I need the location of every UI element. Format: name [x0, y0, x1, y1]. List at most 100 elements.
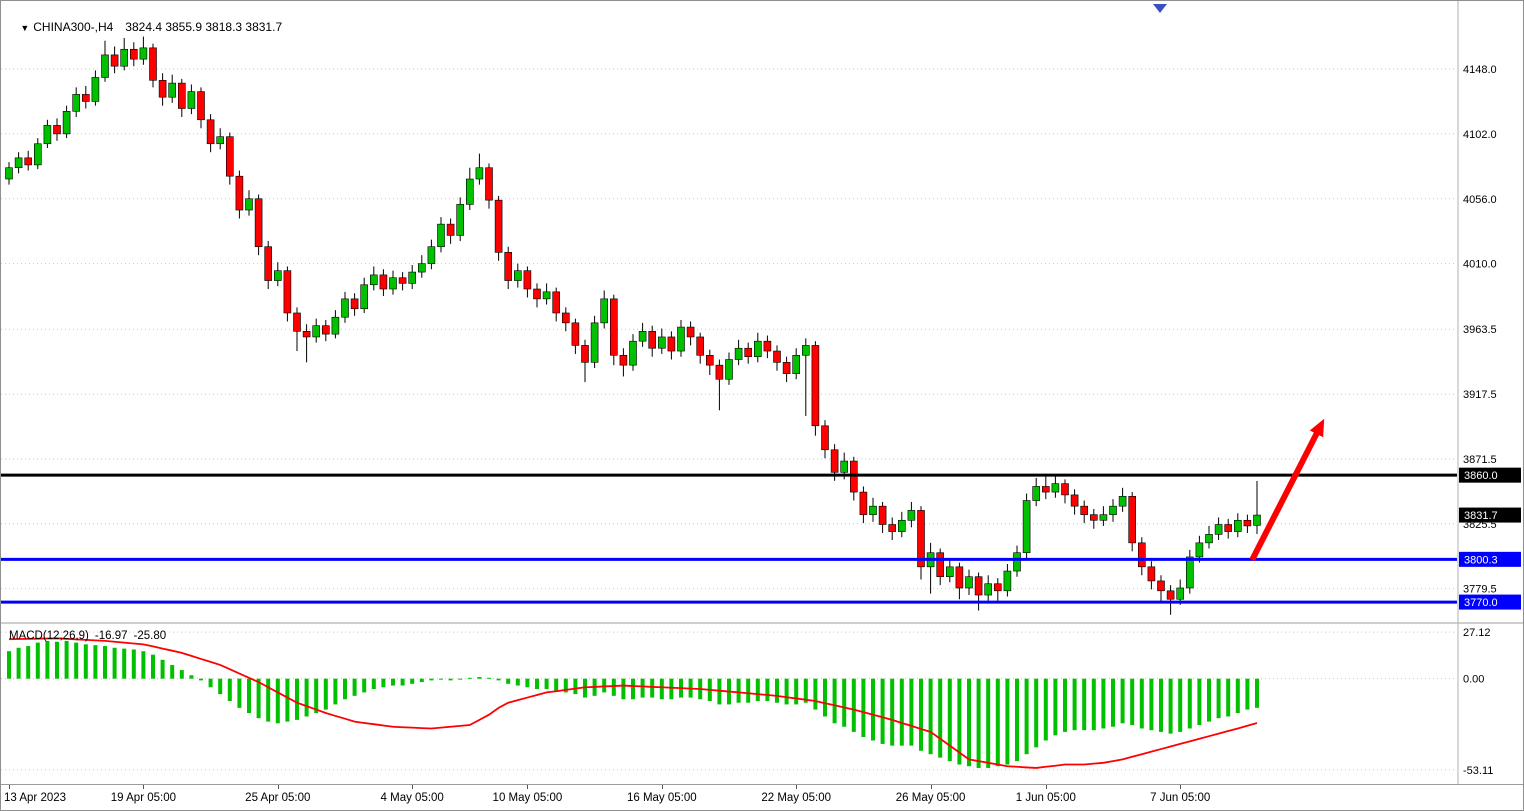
chart-shift-marker-icon[interactable] [1153, 4, 1167, 13]
macd-histogram-bar [218, 678, 223, 695]
macd-histogram-bar [352, 678, 357, 696]
x-axis-tick [9, 785, 10, 789]
bear-candle [744, 347, 753, 357]
macd-histogram-bar [1063, 678, 1067, 732]
bear-candle [1157, 580, 1165, 592]
y-axis-label: 4010.0 [1463, 259, 1497, 271]
macd-histogram-bar [554, 678, 559, 691]
bull-candle [897, 519, 906, 532]
macd-histogram-bar [199, 678, 203, 681]
bull-candle [1186, 556, 1194, 589]
macd-histogram-bar [64, 640, 69, 679]
macd-histogram-bar [1187, 678, 1192, 729]
bull-candle [1003, 570, 1012, 592]
bear-candle [523, 270, 532, 290]
macd-histogram-bar [928, 678, 933, 755]
bear-candle [1138, 542, 1146, 568]
bear-candle [1090, 514, 1098, 521]
macd-histogram-bar [1101, 678, 1106, 729]
bull-candle [465, 178, 474, 205]
macd-histogram-bar [7, 651, 11, 679]
macd-histogram-bar [131, 649, 136, 679]
macd-histogram-bar [525, 678, 530, 688]
time-axis[interactable]: 13 Apr 2023 19 Apr 05:00 25 Apr 05:00 4 May… [1, 784, 1523, 810]
bear-candle [609, 298, 618, 356]
price-tag-label: 3860.0 [1464, 470, 1498, 482]
bear-candle [398, 277, 407, 284]
macd-histogram-bar [842, 678, 847, 727]
symbol-dropdown-icon[interactable]: ▼ [20, 23, 30, 33]
macd-axis-label: -53.11 [1463, 765, 1493, 777]
macd-histogram-bar [1216, 678, 1221, 719]
macd-histogram-bar [995, 678, 1000, 767]
macd-histogram-bar [1178, 678, 1183, 732]
macd-histogram-bar [266, 678, 271, 722]
bear-candle [264, 246, 273, 281]
bear-candle [782, 362, 791, 374]
bear-candle [130, 48, 138, 60]
bear-candle [619, 354, 628, 366]
bear-candle [955, 566, 964, 589]
bear-candle [24, 157, 33, 166]
price-axis[interactable] [1458, 1, 1524, 786]
bull-candle [792, 354, 801, 374]
bull-candle [437, 223, 445, 248]
bear-candle [197, 91, 205, 121]
x-axis-label: 25 Apr 05:00 [245, 792, 311, 804]
chart-canvas[interactable]: 4148.0 4102.0 4056.0 4010.0 3963.5 3917.5 3871… [1, 1, 1524, 786]
bull-candle [120, 48, 128, 67]
bear-candle [379, 274, 388, 290]
macd-histogram-bar [957, 678, 962, 765]
macd-histogram-bar [400, 678, 405, 686]
macd-histogram-bar [1053, 678, 1058, 736]
x-axis-tick [930, 785, 932, 789]
macd-histogram-bar [535, 678, 539, 689]
macd-histogram-bar [448, 678, 453, 681]
macd-histogram-bar [1235, 678, 1240, 714]
macd-histogram-bar [669, 678, 674, 700]
x-axis-tick [1045, 785, 1047, 789]
macd-histogram-bar [333, 678, 338, 705]
macd-histogram-bar [496, 678, 501, 681]
macd-histogram-bar [880, 678, 885, 744]
bear-candle [1070, 494, 1079, 507]
macd-histogram-bar [160, 659, 165, 679]
macd-histogram-bar [151, 654, 155, 679]
macd-histogram-bar [1072, 678, 1077, 731]
trend-arrow-head[interactable] [1309, 418, 1325, 438]
x-axis-tick [661, 785, 663, 789]
macd-histogram-bar [112, 647, 117, 679]
macd-histogram-bar [1226, 678, 1231, 717]
x-axis-tick [796, 785, 798, 789]
bull-candle [91, 77, 100, 102]
bull-candle [1118, 496, 1127, 507]
macd-histogram-bar [775, 678, 779, 703]
bull-candle [245, 198, 253, 211]
macd-histogram-bar [93, 645, 98, 679]
macd-histogram-bar [1255, 678, 1259, 708]
macd-histogram-bar [122, 648, 127, 679]
trend-arrow-shaft[interactable] [1249, 428, 1322, 562]
bull-candle [43, 125, 52, 145]
bear-candle [648, 331, 657, 349]
bear-candle [1147, 566, 1156, 582]
bull-candle [945, 566, 954, 577]
x-axis-tick [277, 785, 279, 789]
macd-histogram-bar [1159, 678, 1163, 732]
bull-candle [139, 47, 148, 60]
bear-candle [715, 364, 724, 380]
bull-candle [1099, 514, 1108, 521]
macd-histogram-bar [986, 678, 991, 768]
macd-histogram-bar [275, 678, 280, 724]
macd-histogram-bar [823, 678, 827, 717]
bull-candle [1032, 486, 1040, 501]
bull-candle [331, 316, 340, 335]
bear-candle [1243, 519, 1252, 527]
bull-candle [1109, 505, 1117, 515]
bull-candle [62, 111, 71, 135]
bear-candle [110, 54, 119, 67]
price-tag [1459, 594, 1521, 610]
macd-histogram-bar [256, 678, 261, 719]
x-axis-label: 26 May 05:00 [895, 792, 966, 804]
macd-histogram-bar [1015, 678, 1019, 762]
